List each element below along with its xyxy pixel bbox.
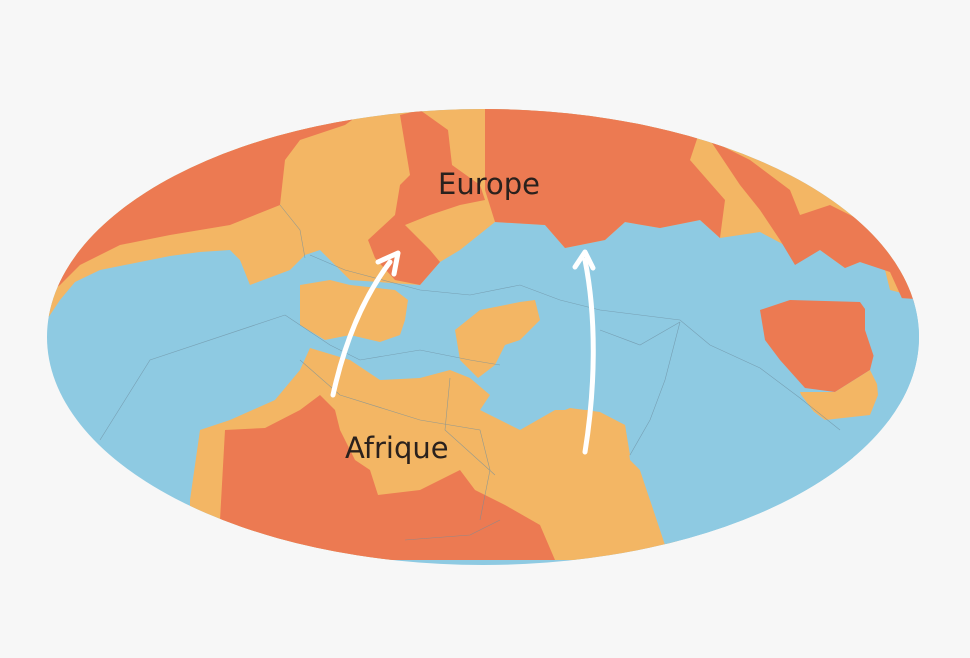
land-region-iberia [300, 280, 408, 342]
land-region-france [368, 110, 485, 285]
land-region-italy [455, 300, 540, 378]
globe [47, 109, 919, 565]
border-lines [99, 204, 841, 541]
land-region-northeast [710, 140, 919, 305]
migration-arrow-east [572, 249, 596, 455]
land-region-east-red [760, 300, 880, 392]
land-region-africa-west [220, 395, 555, 560]
migration-arrow-west [330, 250, 401, 398]
label-africa: Afrique [345, 431, 449, 465]
land-region-east-orange [800, 370, 880, 420]
land-region-scandinavia [485, 109, 725, 248]
label-europe: Europe [438, 167, 540, 201]
